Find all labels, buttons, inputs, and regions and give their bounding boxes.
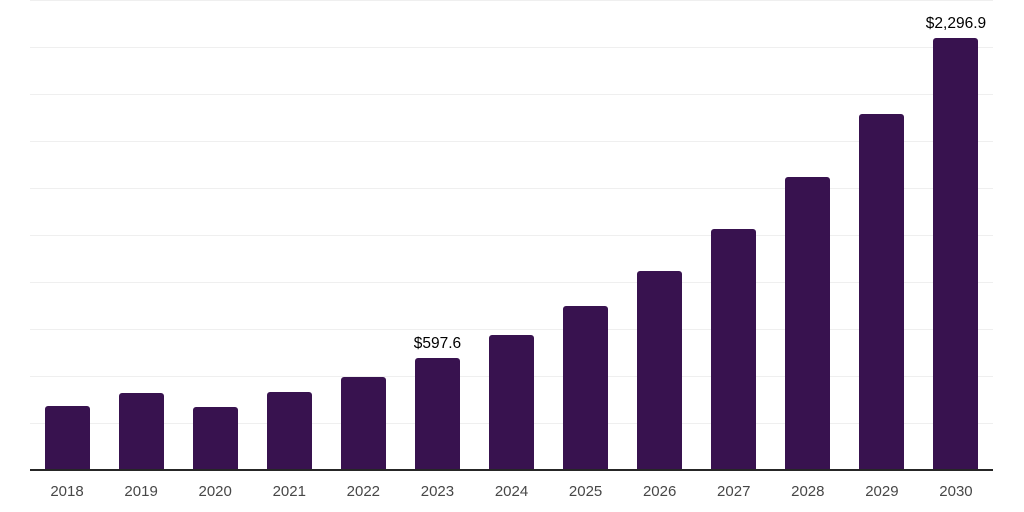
gridline: [30, 188, 993, 189]
bar: [118, 393, 164, 470]
bar: $597.6: [414, 335, 461, 470]
bar-band: [30, 0, 104, 470]
bar-band: [474, 0, 548, 470]
x-tick-label: 2018: [50, 483, 84, 500]
bar-band: [845, 0, 919, 470]
bars-row: $597.6 $2,296.9: [30, 0, 993, 470]
x-tick-label: 2028: [791, 483, 825, 500]
bar: [637, 271, 683, 470]
x-tick-label: 2029: [865, 483, 899, 500]
gridline: [30, 282, 993, 283]
x-tick-label: 2023: [420, 483, 455, 500]
bar-band: [178, 0, 252, 470]
bar-band: [326, 0, 400, 470]
x-tick-label: 2021: [272, 483, 306, 500]
bar-band: $2,296.9: [919, 0, 993, 470]
bar: [563, 306, 609, 470]
x-tick-label: 2020: [198, 483, 232, 500]
bar-band: $597.6: [400, 0, 474, 470]
x-tick-label: 2025: [568, 483, 603, 500]
plot-area: $597.6 $2,296.9: [30, 0, 993, 470]
x-axis-line: [30, 469, 993, 471]
bar: [340, 376, 386, 470]
bar: [489, 334, 534, 470]
bar-value-label: $2,296.9: [925, 15, 987, 33]
gridline: [30, 235, 993, 236]
x-tick-label: 2027: [717, 483, 751, 500]
bar: [711, 228, 757, 470]
gridline: [30, 47, 993, 48]
bar: [192, 407, 238, 470]
bar: [44, 406, 90, 470]
bar-band: [771, 0, 845, 470]
gridline: [30, 94, 993, 95]
gridline: [30, 141, 993, 142]
bar-band: [549, 0, 623, 470]
x-tick-label: 2022: [346, 483, 381, 500]
bar-value-label: $597.6: [413, 334, 462, 352]
bar-band: [104, 0, 178, 470]
gridline: [30, 329, 993, 330]
bar: $2,296.9: [926, 15, 986, 470]
bar-band: [252, 0, 326, 470]
x-tick-label: 2019: [124, 483, 158, 500]
x-tick-label: 2030: [939, 483, 973, 500]
bar: [266, 391, 312, 470]
x-tick-label: 2024: [494, 483, 529, 500]
x-axis-tick-labels: 2018 2019 2020 2021 2022 2023 2024 2025 2026 2027…: [30, 481, 993, 503]
bar-band: [697, 0, 771, 470]
x-tick-label: 2026: [642, 483, 677, 500]
bar: [859, 114, 905, 470]
gridline: [30, 0, 993, 1]
bar: [785, 177, 831, 470]
bar-band: [623, 0, 697, 470]
